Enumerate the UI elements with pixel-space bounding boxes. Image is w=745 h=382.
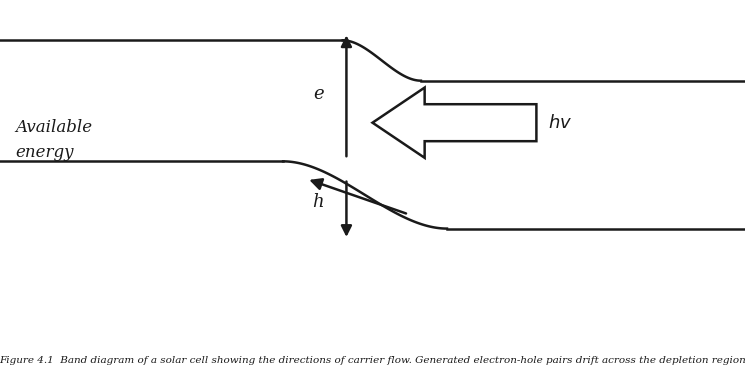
Polygon shape [372, 87, 536, 158]
Text: $hv$: $hv$ [548, 114, 572, 132]
Text: Figure 4.1  Band diagram of a solar cell showing the directions of carrier flow.: Figure 4.1 Band diagram of a solar cell … [0, 356, 745, 365]
Text: energy: energy [15, 144, 74, 162]
Text: h: h [312, 193, 324, 211]
Text: Available: Available [15, 119, 92, 136]
Text: e: e [314, 85, 324, 103]
